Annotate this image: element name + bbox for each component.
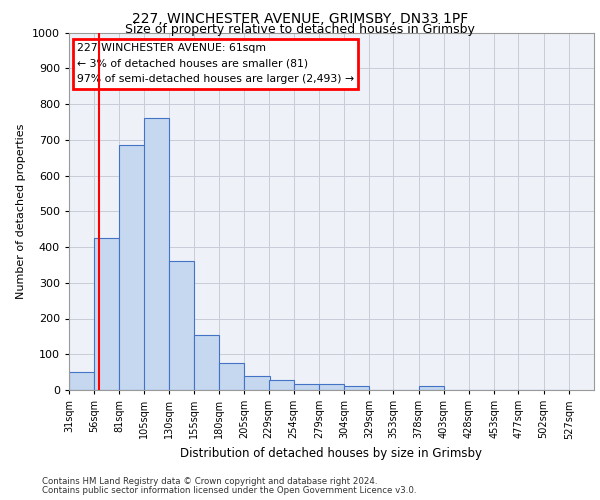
Bar	[169, 262, 194, 390]
Bar	[294, 384, 319, 390]
Bar	[194, 334, 219, 390]
Bar	[219, 363, 244, 390]
Text: 227, WINCHESTER AVENUE, GRIMSBY, DN33 1PF: 227, WINCHESTER AVENUE, GRIMSBY, DN33 1P…	[132, 12, 468, 26]
Bar	[244, 376, 269, 390]
X-axis label: Distribution of detached houses by size in Grimsby: Distribution of detached houses by size …	[181, 447, 482, 460]
Y-axis label: Number of detached properties: Number of detached properties	[16, 124, 26, 299]
Bar	[319, 384, 344, 390]
Bar	[143, 118, 169, 390]
Text: Size of property relative to detached houses in Grimsby: Size of property relative to detached ho…	[125, 23, 475, 36]
Text: Contains HM Land Registry data © Crown copyright and database right 2024.: Contains HM Land Registry data © Crown c…	[42, 477, 377, 486]
Text: 227 WINCHESTER AVENUE: 61sqm
← 3% of detached houses are smaller (81)
97% of sem: 227 WINCHESTER AVENUE: 61sqm ← 3% of det…	[77, 43, 354, 84]
Bar	[94, 238, 119, 390]
Text: Contains public sector information licensed under the Open Government Licence v3: Contains public sector information licen…	[42, 486, 416, 495]
Bar	[344, 386, 369, 390]
Bar	[119, 145, 145, 390]
Bar	[419, 386, 444, 390]
Bar	[69, 372, 94, 390]
Bar	[269, 380, 294, 390]
